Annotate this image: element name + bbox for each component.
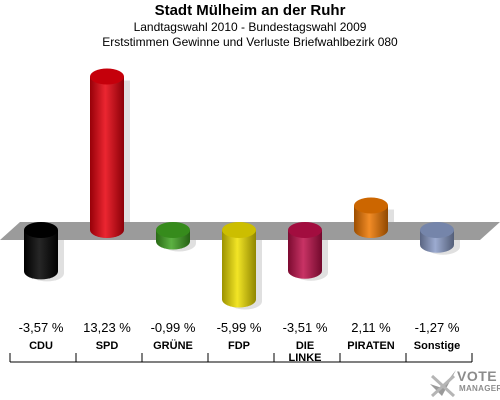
- bar-piraten: [354, 205, 388, 238]
- bar-spd: [90, 76, 124, 238]
- value-label: -0,99 %: [150, 320, 196, 335]
- bar-cdu: [24, 230, 58, 280]
- bar-top: [156, 222, 190, 238]
- bar-top: [24, 222, 58, 238]
- checkmark-ballot-icon: [430, 370, 456, 398]
- value-label: 2,11 %: [351, 320, 391, 335]
- bar-top: [90, 68, 124, 85]
- logo-text-vote: VOTE: [457, 368, 498, 384]
- value-label: -3,57 %: [18, 320, 64, 335]
- value-label: 13,23 %: [83, 320, 131, 335]
- bar-top: [288, 222, 322, 238]
- logo-text-manager: MANAGER: [459, 384, 500, 393]
- bar-top: [420, 222, 454, 238]
- category-label: CDU: [29, 340, 53, 352]
- value-label: -3,51 %: [282, 320, 328, 335]
- category-label: PIRATEN: [347, 340, 395, 352]
- category-label: GRÜNE: [153, 340, 193, 352]
- value-label: -1,27 %: [414, 320, 460, 335]
- category-label: FDP: [228, 340, 250, 352]
- chart-subtitle-2: Erststimmen Gewinne und Verluste Briefwa…: [102, 35, 398, 49]
- vote-manager-logo: VOTE MANAGER: [428, 366, 500, 400]
- category-label: Sonstige: [413, 340, 461, 352]
- category-label: DIE LINKE: [288, 340, 322, 364]
- bar-top: [222, 222, 256, 238]
- chart-titles: Stadt Mülheim an der Ruhr Landtagswahl 2…: [0, 2, 500, 50]
- category-label: SPD: [95, 340, 119, 352]
- chart-title: Stadt Mülheim an der Ruhr: [154, 2, 346, 19]
- value-label: -5,99 %: [216, 320, 262, 335]
- bar-top: [354, 197, 388, 214]
- chart-subtitle: Landtagswahl 2010 - Bundestagswahl 2009: [133, 20, 367, 34]
- bar-die-linke: [288, 230, 322, 279]
- bar-fdp: [222, 230, 256, 308]
